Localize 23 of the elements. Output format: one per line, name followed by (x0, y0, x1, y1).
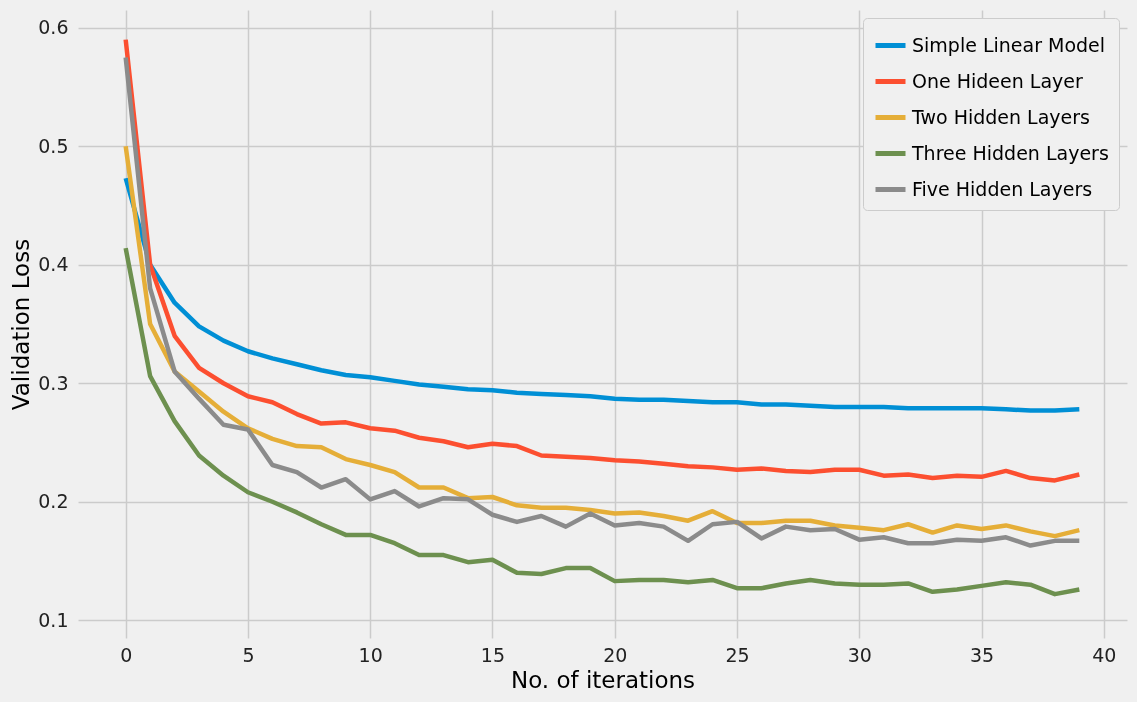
x-tick-label: 20 (603, 643, 628, 666)
legend-label: Three Hidden Layers (911, 141, 1109, 164)
y-axis-title: Validation Loss (8, 238, 35, 411)
legend-label: Two Hidden Layers (911, 105, 1090, 128)
legend-label: Five Hidden Layers (912, 177, 1093, 200)
y-tick-label: 0.5 (38, 134, 69, 157)
y-tick-label: 0.6 (38, 16, 69, 39)
line-series (123, 245, 1082, 597)
x-tick-label: 40 (1092, 643, 1117, 666)
x-tick-label: 10 (358, 643, 383, 666)
legend-label: Simple Linear Model (912, 33, 1106, 56)
y-tick-label: 0.1 (38, 608, 69, 631)
y-tick-label: 0.2 (38, 490, 69, 513)
y-tick-label: 0.3 (38, 371, 69, 394)
x-tick-label: 5 (242, 643, 255, 666)
y-tick-label: 0.4 (38, 253, 69, 276)
x-tick-label: 15 (480, 643, 506, 666)
x-axis-title: No. of iterations (510, 666, 696, 693)
x-tick-label: 25 (725, 643, 750, 666)
x-tick-label: 35 (969, 643, 995, 666)
legend-label: One Hideen Layer (912, 69, 1083, 92)
x-tick-label: 0 (120, 643, 133, 666)
x-tick-label: 30 (847, 643, 872, 666)
